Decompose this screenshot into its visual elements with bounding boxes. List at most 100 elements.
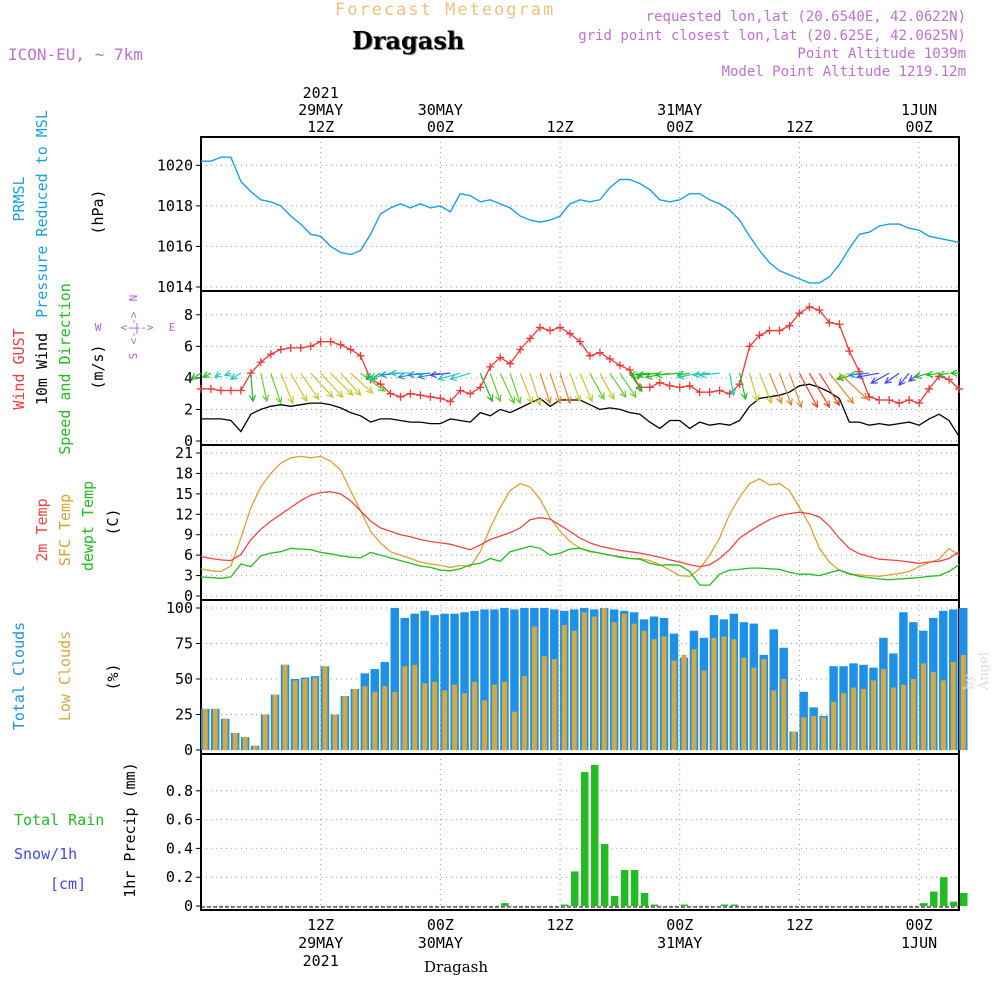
wind-arrow — [855, 372, 880, 380]
low-cloud-bar — [571, 630, 577, 750]
pressure-panel — [196, 136, 960, 292]
temp-unit: (C) — [104, 508, 122, 535]
wind-gust-point — [795, 309, 804, 318]
y-tick-label: 0.4 — [166, 839, 193, 857]
low-cloud-bar — [521, 676, 527, 750]
wind-arrow — [479, 372, 494, 403]
y-tick-label: 1020 — [157, 156, 193, 174]
wind-arrow — [609, 372, 627, 399]
low-cloud-bar — [861, 688, 867, 750]
wind-gust-point — [256, 358, 265, 367]
bottom-time-label: 1JUN — [901, 934, 937, 952]
total-cloud-bar — [480, 609, 489, 750]
wind-gust-point — [346, 345, 355, 354]
low-cloud-bar — [631, 623, 637, 750]
wind-gust-point — [875, 395, 884, 404]
wind-gust-point — [356, 351, 365, 360]
low-cloud-bar — [681, 654, 687, 750]
wind-gust-point — [625, 366, 634, 374]
bottom-time-label: 00Z — [666, 916, 693, 934]
low-cloud-bar — [811, 715, 817, 750]
y-tick-label: 1018 — [157, 197, 193, 215]
low-cloud-bar — [591, 616, 597, 750]
low-cloud-bar — [551, 659, 557, 750]
wind-gust-point — [456, 386, 465, 395]
wind-arrow — [290, 372, 308, 403]
rain-bar — [720, 904, 729, 906]
wind-10m-label: 10m Wind — [33, 333, 51, 405]
low-cloud-bar — [482, 700, 488, 750]
low-cloud-bar — [212, 708, 218, 750]
bottom-time-label: 00Z — [427, 916, 454, 934]
top-time-label: 12Z — [547, 118, 574, 136]
wind-arrow — [599, 372, 615, 401]
wind-gust-point — [885, 395, 894, 404]
wind-gust-point — [915, 399, 924, 408]
wind-gust-label: Wind GUST — [10, 328, 28, 409]
wind-gust-point — [386, 389, 395, 398]
y-tick-label: 25 — [175, 706, 193, 724]
wind-arrow — [788, 372, 803, 409]
snow-unit-label: [cm] — [50, 875, 86, 893]
low-cloud-bar — [831, 701, 837, 750]
wind-gust-point — [945, 375, 954, 384]
wind-arrow — [913, 372, 930, 379]
rain-bar — [610, 895, 619, 906]
compass-s: S — [127, 353, 140, 360]
wind-arrow — [310, 372, 334, 399]
wind-gust-point — [426, 392, 435, 401]
low-cloud-bar — [940, 680, 946, 750]
wind-arrow — [489, 372, 502, 403]
low-cloud-bar — [661, 636, 667, 750]
rain-bar — [950, 901, 958, 906]
low-cloud-bar — [920, 663, 926, 750]
total-cloud-bar — [420, 610, 429, 750]
temp-2m-line — [200, 491, 960, 568]
wind-arrow — [360, 372, 386, 392]
wind-gust-point — [925, 384, 934, 393]
wind-arrow — [213, 371, 222, 378]
top-time-label: 1JUN — [901, 101, 937, 119]
wind-arrow — [898, 372, 910, 387]
wind-gust-point — [516, 345, 525, 354]
wind-arrow — [201, 371, 212, 378]
top-time-label: 30MAY — [418, 101, 463, 119]
wind-arrow — [300, 372, 320, 401]
wind-arrow — [379, 371, 401, 379]
wind-arrow — [407, 371, 431, 379]
y-tick-label: 0 — [184, 741, 193, 759]
temperature-panel — [196, 444, 960, 601]
wind-gust-point — [765, 326, 774, 335]
low-cloud-bar — [262, 714, 268, 750]
wind-gust-point — [206, 384, 215, 393]
low-cloud-bar — [252, 745, 258, 750]
wind-arrow — [340, 372, 362, 397]
bottom-time-label: 12Z — [547, 916, 574, 934]
sfc-temp-line — [200, 455, 960, 577]
wind-gust-point — [775, 326, 784, 335]
wind-arrow — [949, 369, 959, 377]
wind-gust-point — [825, 318, 834, 327]
compass-we-arrow: <-|-> — [120, 321, 153, 334]
wind-arrow — [748, 372, 760, 403]
y-tick-label: 75 — [175, 635, 193, 653]
wind-gust-point — [496, 353, 505, 362]
total-clouds-label: Total Clouds — [10, 622, 28, 730]
low-cloud-bar — [671, 660, 677, 750]
wind-gust-point — [526, 334, 535, 343]
wind-arrow — [248, 373, 256, 403]
wind-arrow — [619, 372, 637, 399]
wind-arrow — [189, 372, 202, 380]
total-rain-label: Total Rain — [14, 811, 104, 829]
wind-speed-dir-label: Speed and Direction — [56, 283, 74, 455]
wind-arrow — [768, 372, 783, 405]
wind-gust-point — [755, 331, 764, 340]
low-cloud-bar — [422, 683, 428, 750]
rain-bar — [501, 903, 509, 906]
wind-gust-point — [895, 399, 904, 408]
wind-gust-point — [745, 342, 754, 351]
wind-unit: (m/s) — [89, 344, 107, 389]
wind-arrow — [818, 372, 841, 407]
wind-gust-line — [201, 306, 960, 404]
low-cloud-bar — [791, 731, 797, 750]
